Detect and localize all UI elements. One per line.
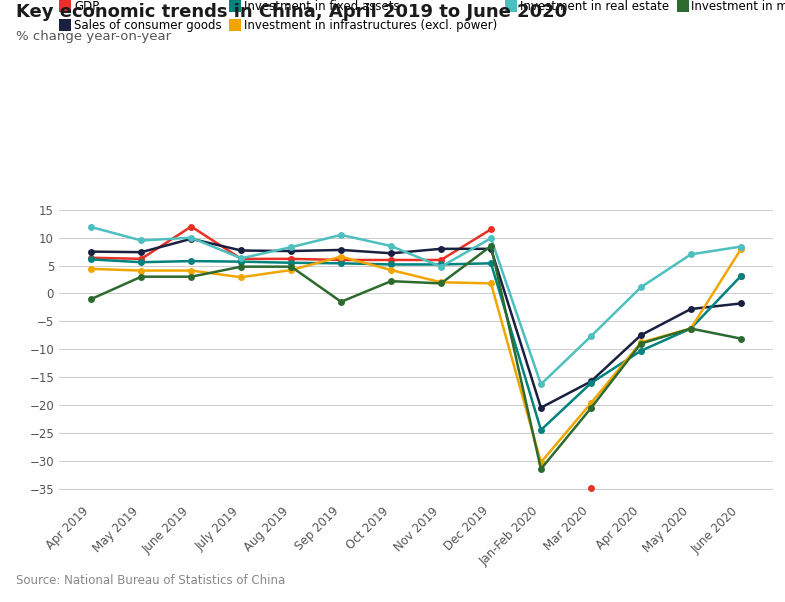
Text: % change year-on-year: % change year-on-year — [16, 30, 171, 43]
Legend: GDP, Sales of consumer goods, Investment in fixed assets, Investment in infrastr: GDP, Sales of consumer goods, Investment… — [61, 0, 785, 32]
Text: Key economic trends in China, April 2019 to June 2020: Key economic trends in China, April 2019… — [16, 3, 567, 21]
Text: Source: National Bureau of Statistics of China: Source: National Bureau of Statistics of… — [16, 574, 285, 587]
